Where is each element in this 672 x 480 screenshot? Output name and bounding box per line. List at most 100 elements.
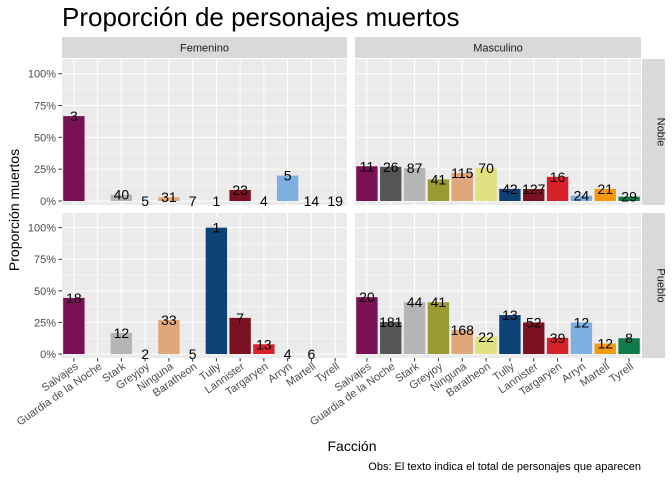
strip-label: Pueblo [655,268,667,302]
bar-tully [205,227,228,354]
facet-strips: Femenino Masculino Noble Pueblo [62,37,667,358]
bar-arryn [570,322,593,354]
bar-label-salvajes: 3 [70,108,78,124]
bar-label-greyjoy: 41 [431,294,447,310]
strip-pueblo: Pueblo [642,213,667,358]
bar-label-greyjoy: 41 [431,171,447,187]
y-axis-noble: 0% 25% 50% 75% 100% [28,69,62,208]
strip-background [355,37,641,58]
panel-background [62,59,347,205]
chart-title: Proporción de personajes muertos [62,2,459,32]
bar-label-targaryen: 13 [256,336,272,352]
bar-label-guardia-de-la-noche: 26 [383,159,399,175]
y-tick-label: 100% [28,223,56,235]
bar-label-arryn: 12 [574,314,590,330]
bar-salvajes [356,166,378,201]
bar-greyjoy [427,179,450,201]
bar-tully [499,315,521,354]
bar-label-salvajes: 11 [360,158,375,174]
bar-label-martell: 14 [304,193,320,209]
strip-label: Femenino [180,43,229,55]
panel-background [62,213,347,358]
y-axis-pueblo: 0% 25% 50% 75% 100% [28,223,62,361]
bar-label-ninguna: 31 [161,189,177,205]
y-axis-title: Proporción muertos [6,149,22,271]
y-tick-label: 100% [28,69,56,81]
panel-femenino-noble [62,59,347,205]
strip-background [642,59,665,205]
bar-label-lannister: 127 [522,181,546,197]
bar-label-lannister: 52 [526,314,542,330]
y-tick-label: 50% [34,286,56,298]
bar-arryn [276,175,299,201]
bar-targaryen [253,344,275,354]
strip-label: Masculino [473,43,523,55]
bar-label-ninguna: 168 [451,322,475,338]
bar-label-lannister: 7 [236,310,244,326]
bar-label-tyrell: 19 [327,193,343,209]
bar-label-martell: 12 [597,336,613,352]
bar-ninguna [158,319,180,354]
bar-lannister [523,322,545,354]
x-axis-title: Facción [327,438,376,454]
y-tick-label: 75% [34,254,56,266]
bar-label-targaryen: 4 [260,193,268,209]
bar-salvajes [63,297,85,354]
bar-guardia-de-la-noche [380,321,402,354]
panel-femenino-pueblo [62,213,347,358]
y-tick-label: 25% [34,317,56,329]
bar-label-baratheon: 5 [189,346,197,362]
bar-label-tully: 1 [212,220,220,236]
bar-ninguna [158,197,180,201]
bar-label-ninguna: 115 [451,165,474,181]
bar-label-martell: 21 [597,181,613,197]
bar-label-arryn: 5 [284,168,292,184]
x-tick-label-tyrell: Tyrell [607,361,635,386]
bar-label-targaryen: 16 [550,169,566,185]
bar-lannister [229,189,251,201]
y-tick-label: 25% [34,164,56,176]
bar-label-martell: 6 [307,346,315,362]
bar-greyjoy [427,302,450,354]
bar-stark [403,167,426,201]
bar-label-ninguna: 33 [161,312,177,328]
bar-ninguna [451,173,473,201]
bars-femenino-pueblo: 18 12 2 33 5 1 7 13 4 6 [63,220,315,362]
y-tick-label: 0% [40,349,56,361]
bar-label-stark: 87 [407,160,423,176]
y-tick-label: 50% [34,132,56,144]
y-tick-label: 0% [40,196,56,208]
bar-stark [110,332,133,354]
bar-guardia-de-la-noche [380,166,402,201]
bar-arryn [570,195,593,201]
bar-label-targaryen: 39 [550,330,566,346]
bar-label-baratheon: 22 [478,329,494,345]
bar-label-tyrell: 8 [625,330,633,346]
strip-noble: Noble [642,59,667,205]
bar-tyrell [618,338,640,354]
y-axes: 0% 25% 50% 75% 100% 0% 25% 50% 75% 100% [28,69,62,361]
bar-baratheon [475,336,497,354]
panel-background [355,59,641,205]
bar-lannister [523,189,545,201]
y-tick-label: 75% [34,101,56,113]
bar-label-stark: 12 [114,325,130,341]
bar-stark [110,194,133,201]
bar-martell [594,188,616,201]
bar-tyrell [618,196,640,201]
bar-lannister [229,317,251,354]
bar-targaryen [546,337,569,354]
bar-martell [594,343,616,354]
bar-label-salvajes: 18 [66,290,82,306]
panel-background [355,213,641,358]
bar-label-guardia-de-la-noche: 181 [379,314,403,330]
strip-background [642,213,665,358]
bar-label-stark: 40 [114,187,130,203]
